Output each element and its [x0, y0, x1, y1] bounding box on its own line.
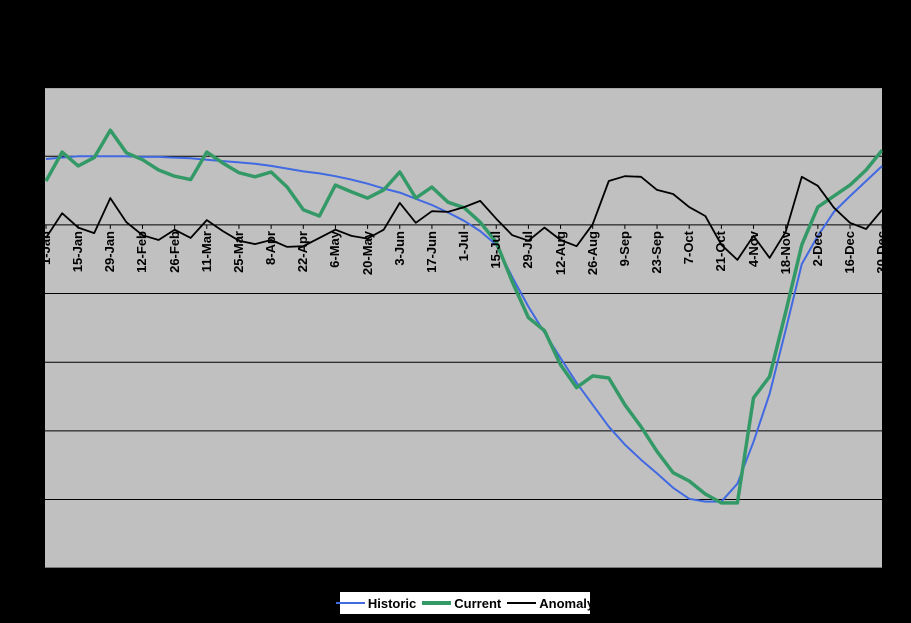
x-axis-label: 1-Jan: [38, 231, 53, 265]
current-line-sample: [422, 601, 452, 605]
x-axis-label: 4-Nov: [745, 231, 761, 268]
x-axis-label: 20-May: [359, 231, 375, 276]
x-axis-label: 12-Aug: [552, 231, 568, 276]
x-axis-label: 15-Jan: [70, 231, 86, 273]
x-axis-label: 8-Apr: [263, 231, 279, 265]
legend-box[interactable]: Historic Current Anomaly: [335, 591, 594, 615]
x-axis-label: 11-Mar: [198, 231, 214, 273]
x-axis-label: 3-Jun: [391, 231, 407, 266]
x-axis-label: 7-Oct: [681, 231, 697, 265]
x-axis-label: 21-Oct: [713, 231, 729, 272]
x-axis-label: 23-Sep: [649, 231, 665, 274]
x-axis-label: 15-Jul: [488, 231, 504, 269]
x-axis-label: 26-Aug: [584, 231, 600, 276]
x-axis-label: 1-Jul: [456, 231, 472, 262]
x-axis-label: 9-Sep: [616, 231, 632, 267]
series-line-anomaly: [45, 175, 883, 261]
x-axis-label: 17-Jun: [423, 231, 439, 273]
legend-label-historic: Historic: [367, 595, 417, 611]
x-axis-label: 22-Apr: [295, 231, 311, 273]
x-axis-label: 29-Jan: [102, 231, 118, 273]
anomaly-line-sample: [507, 602, 537, 604]
legend-entry-current[interactable]: Current: [422, 596, 501, 611]
legend-entry-historic[interactable]: Historic: [335, 595, 417, 611]
legend-label-anomaly: Anomaly: [539, 595, 595, 611]
plot-area: [44, 87, 883, 569]
x-axis-label: 18-Nov: [777, 231, 793, 275]
x-axis-label: 16-Dec: [842, 231, 857, 274]
legend-entry-anomaly[interactable]: Anomaly: [507, 596, 594, 611]
x-axis-label: 29-Jul: [520, 231, 536, 269]
x-axis-label: 12-Feb: [134, 231, 150, 273]
x-axis-label: 6-May: [327, 231, 343, 268]
x-axis-label: 2-Dec: [809, 231, 825, 267]
x-axis-label: 25-Mar: [230, 231, 246, 273]
x-axis-label: 26-Feb: [166, 231, 182, 273]
historic-line-sample: [335, 602, 365, 604]
legend-label-current: Current: [454, 595, 502, 611]
x-axis-label: 30-Dec: [874, 231, 890, 274]
